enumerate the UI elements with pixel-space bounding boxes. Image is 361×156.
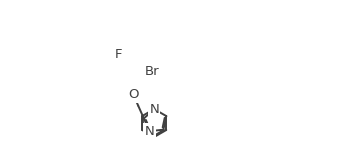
Text: N: N [145,125,155,138]
Text: F: F [114,48,122,61]
Text: N: N [149,103,159,116]
Text: O: O [128,88,139,101]
Text: Br: Br [144,65,159,78]
